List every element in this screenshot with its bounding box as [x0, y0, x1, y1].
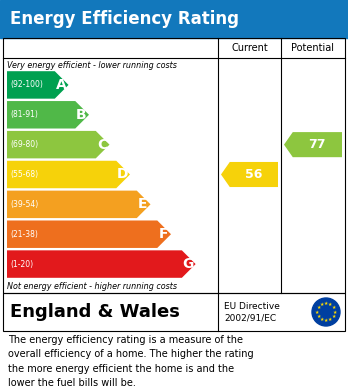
Polygon shape [7, 161, 130, 188]
Bar [3, 293, 345, 331]
Text: E: E [138, 197, 148, 212]
Polygon shape [7, 221, 171, 248]
Text: ★: ★ [328, 317, 333, 322]
Bar [0, 0, 348, 38]
Text: ★: ★ [331, 305, 336, 310]
Text: (55-68): (55-68) [10, 170, 38, 179]
Text: ★: ★ [324, 301, 328, 306]
Text: (92-100): (92-100) [10, 81, 43, 90]
Text: The energy efficiency rating is a measure of the
overall efficiency of a home. T: The energy efficiency rating is a measur… [8, 335, 254, 388]
Text: ★: ★ [316, 314, 321, 319]
Text: 56: 56 [245, 168, 262, 181]
Text: ★: ★ [324, 318, 328, 323]
Text: C: C [97, 138, 107, 152]
Text: England & Wales: England & Wales [10, 303, 180, 321]
Text: ★: ★ [319, 302, 324, 307]
Text: ★: ★ [331, 314, 336, 319]
Polygon shape [7, 191, 150, 218]
Polygon shape [7, 71, 69, 99]
Text: (21-38): (21-38) [10, 230, 38, 239]
Text: (1-20): (1-20) [10, 260, 33, 269]
Text: Energy Efficiency Rating: Energy Efficiency Rating [10, 10, 239, 28]
Text: Not energy efficient - higher running costs: Not energy efficient - higher running co… [7, 282, 177, 291]
Circle shape [312, 298, 340, 326]
Text: 77: 77 [309, 138, 326, 151]
Text: G: G [182, 257, 194, 271]
Polygon shape [284, 132, 342, 157]
Text: B: B [76, 108, 87, 122]
Polygon shape [7, 250, 196, 278]
Text: ★: ★ [319, 317, 324, 322]
Text: A: A [56, 78, 66, 92]
Text: (39-54): (39-54) [10, 200, 38, 209]
Text: Very energy efficient - lower running costs: Very energy efficient - lower running co… [7, 61, 177, 70]
Text: Current: Current [231, 43, 268, 53]
Text: Potential: Potential [292, 43, 334, 53]
Polygon shape [7, 101, 89, 129]
Text: ★: ★ [316, 305, 321, 310]
Text: EU Directive
2002/91/EC: EU Directive 2002/91/EC [224, 301, 280, 323]
Text: ★: ★ [332, 310, 337, 314]
Text: D: D [117, 167, 128, 181]
Text: ★: ★ [328, 302, 333, 307]
Text: (81-91): (81-91) [10, 110, 38, 119]
Text: F: F [159, 227, 168, 241]
Bar [3, 38, 345, 293]
Polygon shape [7, 131, 110, 158]
Polygon shape [221, 162, 278, 187]
Text: ★: ★ [315, 310, 319, 314]
Text: (69-80): (69-80) [10, 140, 38, 149]
